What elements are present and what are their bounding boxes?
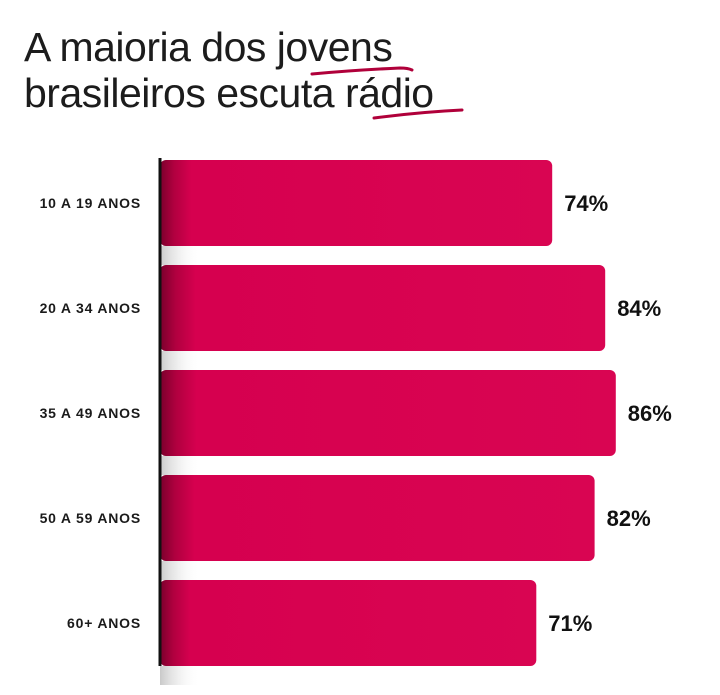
bar-shadow xyxy=(160,351,200,370)
value-label: 71% xyxy=(548,611,592,636)
bar-10-a-19-anos xyxy=(160,160,553,246)
title-line-2: brasileiros escuta rádio xyxy=(24,70,434,116)
title-line-1-plain: A maioria dos xyxy=(24,24,277,70)
category-label: 50 A 59 ANOS xyxy=(40,510,141,526)
bar-shadow xyxy=(160,246,200,265)
bar-shadow xyxy=(160,456,200,475)
value-label: 74% xyxy=(564,191,608,216)
bar-60-anos xyxy=(160,580,537,666)
bar-20-a-34-anos xyxy=(160,265,606,351)
title-line-1: A maioria dos jovens xyxy=(24,24,392,70)
bars xyxy=(160,160,616,666)
bar-shadow xyxy=(160,666,200,685)
bar-50-a-59-anos xyxy=(160,475,595,561)
title-line-1-emph: jovens xyxy=(276,24,393,70)
bar-shadow xyxy=(160,561,200,580)
bar-shadows xyxy=(160,246,200,685)
category-label: 60+ ANOS xyxy=(67,615,141,631)
bar-35-a-49-anos xyxy=(160,370,616,456)
title-line-2-plain: brasileiros escuta xyxy=(24,70,345,116)
category-label: 35 A 49 ANOS xyxy=(40,405,141,421)
value-label: 84% xyxy=(617,296,661,321)
value-label: 82% xyxy=(607,506,651,531)
value-label: 86% xyxy=(628,401,672,426)
value-labels: 74% 84% 86% 82% 71% xyxy=(548,191,672,636)
category-label: 20 A 34 ANOS xyxy=(40,300,141,316)
underline-radio xyxy=(372,108,464,120)
category-label: 10 A 19 ANOS xyxy=(40,195,141,211)
chart-title: A maioria dos jovens brasileiros escuta … xyxy=(24,24,464,120)
category-labels: 10 A 19 ANOS 20 A 34 ANOS 35 A 49 ANOS 50 A… xyxy=(40,195,141,631)
title-line-2-emph: rádio xyxy=(345,70,434,116)
underline-jovens xyxy=(310,66,414,76)
